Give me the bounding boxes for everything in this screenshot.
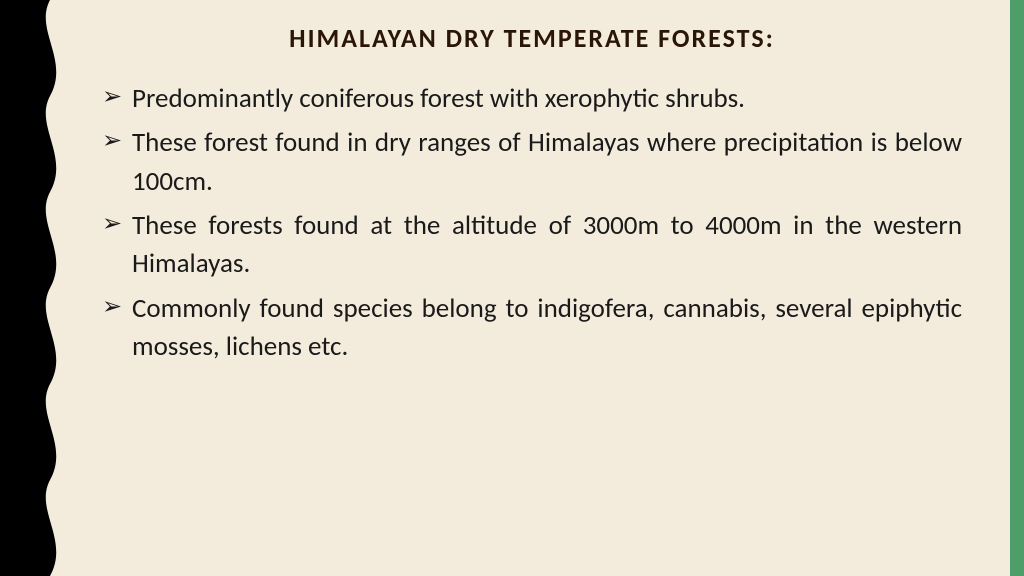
slide-title: HIMALAYAN DRY TEMPERATE FORESTS: xyxy=(102,22,962,54)
left-decorative-strip xyxy=(0,0,68,576)
list-item: Commonly found species belong to indigof… xyxy=(102,290,962,367)
slide: HIMALAYAN DRY TEMPERATE FORESTS: Predomi… xyxy=(0,0,1024,576)
list-item: These forests found at the altitude of 3… xyxy=(102,207,962,284)
wave-path xyxy=(46,0,80,576)
list-item: These forest found in dry ranges of Hima… xyxy=(102,124,962,201)
right-decorative-strip xyxy=(1010,0,1024,576)
content-area: HIMALAYAN DRY TEMPERATE FORESTS: Predomi… xyxy=(68,0,1010,576)
list-item: Predominantly coniferous forest with xer… xyxy=(102,80,962,118)
wavy-edge-icon xyxy=(40,0,80,576)
bullet-list: Predominantly coniferous forest with xer… xyxy=(102,80,962,366)
